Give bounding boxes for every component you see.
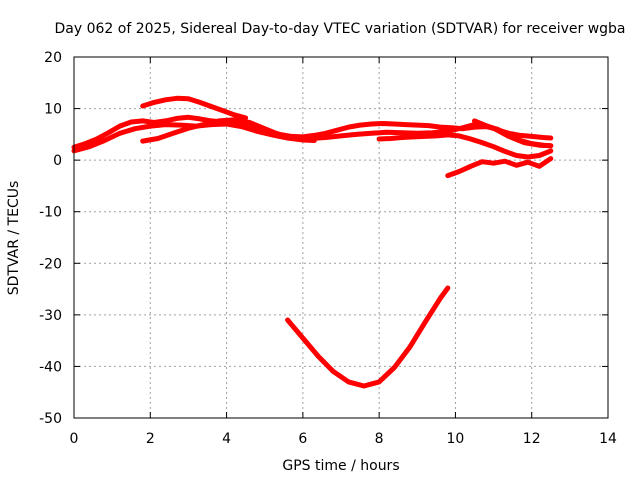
x-tick-label: 4 xyxy=(222,431,231,447)
x-tick-label: 8 xyxy=(375,431,384,447)
y-tick-label: 10 xyxy=(44,102,62,118)
x-tick-label: 14 xyxy=(599,431,617,447)
y-tick-label: -30 xyxy=(39,308,62,324)
grid xyxy=(74,57,608,418)
x-axis-title: GPS time / hours xyxy=(282,458,399,474)
series-line-track-6 xyxy=(445,156,554,179)
series-line-track-7 xyxy=(472,118,554,141)
y-tick-label: -50 xyxy=(39,411,62,427)
y-tick-label: -40 xyxy=(39,359,62,375)
x-tick-label: 6 xyxy=(298,431,307,447)
x-tick-label: 10 xyxy=(447,431,465,447)
y-tick-label: -10 xyxy=(39,205,62,221)
x-tick-label: 0 xyxy=(70,431,79,447)
y-tick-label: -20 xyxy=(39,256,62,272)
x-tick-label: 2 xyxy=(146,431,155,447)
y-tick-label: 20 xyxy=(44,50,62,66)
plot-area xyxy=(71,95,554,389)
series-line-track-4 xyxy=(140,95,249,121)
y-tick-label: 0 xyxy=(53,153,62,169)
chart-title: Day 062 of 2025, Sidereal Day-to-day VTE… xyxy=(54,21,625,37)
series-line-track-5 xyxy=(376,132,554,160)
plot-frame xyxy=(73,56,609,419)
y-axis-title: SDTVAR / TECUs xyxy=(6,181,22,296)
x-tick-label: 12 xyxy=(523,431,541,447)
series-line-track-8 xyxy=(285,285,451,389)
axis-ticks: 0 2 4 6 8 10 12 14 -50 -40 -30 -20 -10 0 10 20 xyxy=(39,50,617,447)
series-line-track-3 xyxy=(140,117,554,149)
